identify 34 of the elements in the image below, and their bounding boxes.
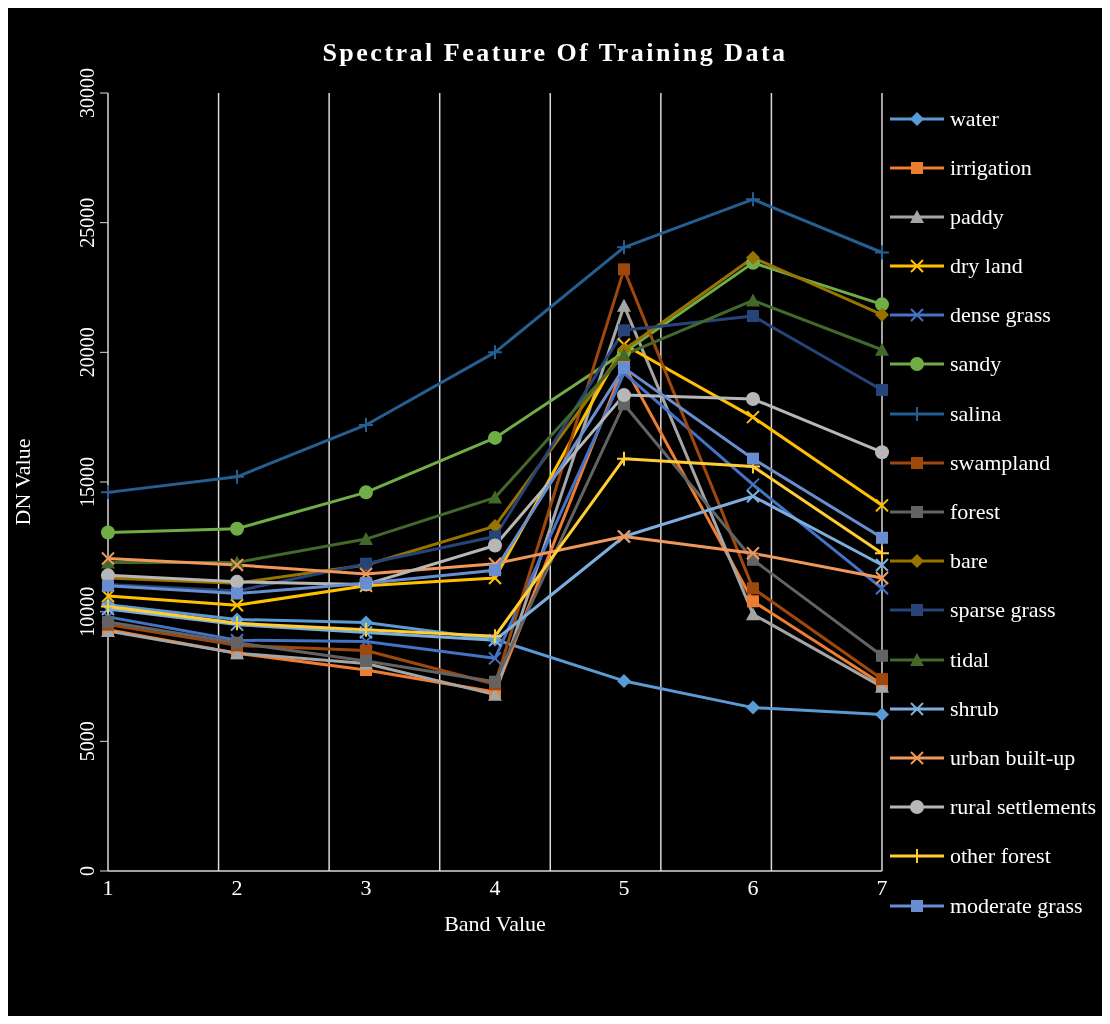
- legend-label: water: [949, 105, 999, 132]
- x-tick-label: 3: [360, 874, 372, 900]
- legend-label: sandy: [949, 351, 1002, 378]
- legend-label: sparse grass: [949, 597, 1056, 624]
- x-tick-label: 1: [102, 874, 114, 900]
- legend-label: salina: [949, 400, 1002, 427]
- y-tick-label: 20000: [76, 327, 98, 378]
- x-axis-title: Band Value: [444, 911, 546, 936]
- legend-label: bare: [949, 548, 988, 575]
- y-tick-label: 15000: [76, 457, 98, 507]
- legend-label: tidal: [949, 646, 990, 673]
- legend-label: moderate grass: [949, 892, 1083, 919]
- legend-label: rural settlements: [949, 794, 1096, 821]
- legend-label: paddy: [949, 203, 1004, 230]
- legend-label: dry land: [949, 253, 1023, 280]
- x-tick-label: 4: [489, 874, 501, 900]
- legend-label: swampland: [949, 449, 1051, 476]
- y-tick-label: 0: [76, 866, 98, 876]
- x-tick-label: 2: [231, 874, 243, 900]
- legend-label: forest: [949, 499, 1001, 525]
- legend-label: other forest: [949, 843, 1051, 870]
- legend-label: irrigation: [949, 154, 1032, 181]
- y-axis-title: DN Value: [9, 438, 35, 526]
- chart-title: Spectral Feature Of Training Data: [321, 38, 789, 68]
- y-tick-label: 25000: [76, 197, 98, 248]
- x-tick-label: 5: [618, 874, 630, 900]
- y-tick-label: 10000: [76, 586, 98, 637]
- legend-label: urban built-up: [949, 744, 1076, 771]
- legend-label: dense grass: [949, 302, 1051, 329]
- x-tick-label: 7: [876, 874, 888, 900]
- y-tick-label: 30000: [76, 68, 98, 118]
- y-tick-label: 5000: [76, 721, 98, 762]
- legend-label: shrub: [949, 695, 999, 722]
- x-tick-label: 6: [747, 874, 759, 900]
